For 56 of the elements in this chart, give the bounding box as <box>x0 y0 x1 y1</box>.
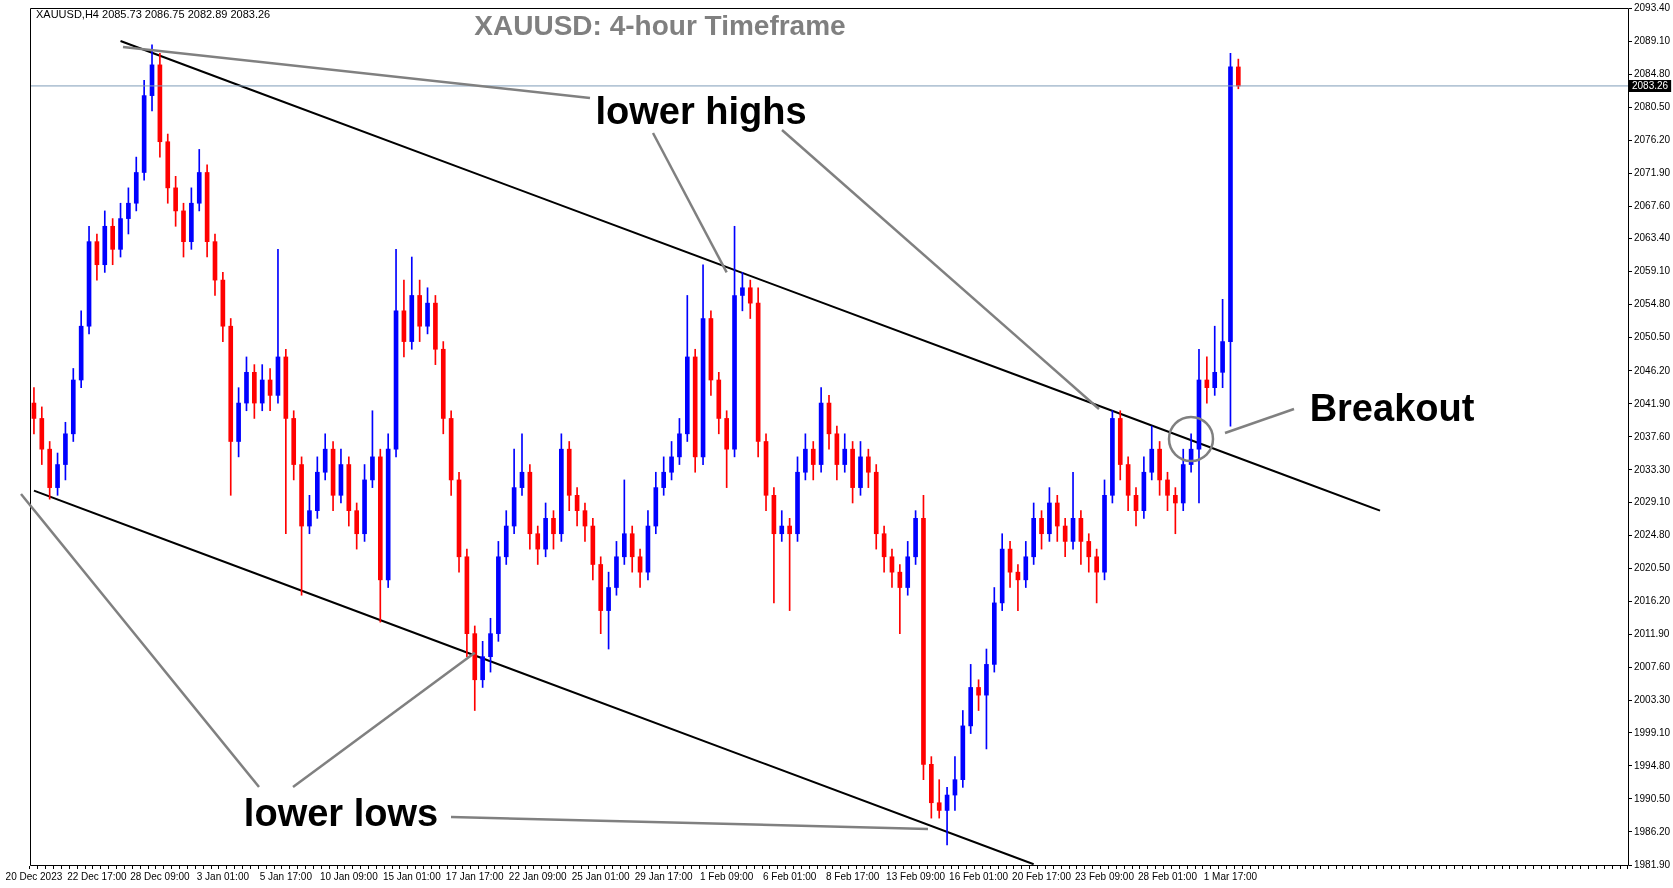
y-tick-label: 2016.20 <box>1634 595 1671 607</box>
x-tick-label: 6 Feb 01:00 <box>762 870 817 882</box>
y-tick-label: 2033.30 <box>1634 463 1671 475</box>
x-tick-label: 17 Jan 17:00 <box>445 870 505 882</box>
y-tick-label: 2046.20 <box>1634 364 1671 376</box>
y-tick-label: 2089.10 <box>1634 34 1671 46</box>
y-tick-label: 1990.50 <box>1634 792 1671 804</box>
y-tick-label: 2037.60 <box>1634 430 1671 442</box>
x-tick-label: 13 Feb 09:00 <box>886 870 946 882</box>
candlestick <box>936 779 942 819</box>
chart-subtitle: XAUUSD,H4 2085.73 2086.75 2082.89 2083.26 <box>36 8 271 20</box>
x-tick-label: 5 Jan 17:00 <box>259 870 313 882</box>
y-tick-label: 2084.80 <box>1634 67 1671 79</box>
annotation: lower lows <box>243 791 439 835</box>
x-tick-label: 1 Mar 17:00 <box>1203 870 1258 882</box>
y-tick-label: 2020.50 <box>1634 562 1671 574</box>
y-tick-label: 2067.60 <box>1634 200 1671 212</box>
y-tick-label: 2054.80 <box>1634 298 1671 310</box>
y-tick-label: 2059.10 <box>1634 265 1671 277</box>
y-tick-label: 2024.80 <box>1634 529 1671 541</box>
y-tick-label: 2080.50 <box>1634 100 1671 112</box>
y-tick-label: 1994.80 <box>1634 759 1671 771</box>
annotation: lower highs <box>595 89 807 133</box>
y-tick-label: 1981.90 <box>1634 858 1671 870</box>
annotation: Breakout <box>1309 386 1475 430</box>
y-tick-label: 1986.20 <box>1634 825 1671 837</box>
x-tick-label: 25 Jan 01:00 <box>571 870 631 882</box>
x-tick-label: 23 Feb 09:00 <box>1075 870 1135 882</box>
x-tick-label: 28 Feb 01:00 <box>1138 870 1198 882</box>
x-tick-label: 15 Jan 01:00 <box>382 870 442 882</box>
candlestick <box>779 510 785 542</box>
x-tick-label: 16 Feb 01:00 <box>949 870 1009 882</box>
y-tick-label: 2071.90 <box>1634 167 1671 178</box>
y-tick-label: 2041.90 <box>1634 397 1671 409</box>
candlestick <box>1212 325 1218 396</box>
y-tick-label: 2003.30 <box>1634 694 1671 706</box>
x-tick-label: 1 Feb 09:00 <box>699 870 754 882</box>
x-tick-label: 28 Dec 09:00 <box>130 870 191 882</box>
y-tick-label: 2050.50 <box>1634 331 1671 343</box>
x-tick-label: 20 Dec 2023 <box>5 870 63 882</box>
x-tick-label: 22 Dec 17:00 <box>67 870 128 882</box>
x-tick-label: 10 Jan 09:00 <box>319 870 379 882</box>
y-tick-label: 2029.10 <box>1634 495 1671 507</box>
y-tick-label: 2007.60 <box>1634 661 1671 673</box>
x-tick-label: 3 Jan 01:00 <box>196 870 250 882</box>
y-tick-label: 1999.10 <box>1634 726 1671 738</box>
y-tick-label: 2076.20 <box>1634 133 1671 145</box>
ref-line-label: 2083.26 <box>1632 79 1669 91</box>
x-tick-label: 29 Jan 17:00 <box>634 870 694 882</box>
y-tick-label: 2011.90 <box>1634 628 1670 640</box>
x-tick-label: 8 Feb 17:00 <box>825 870 880 882</box>
x-tick-label: 22 Jan 09:00 <box>508 870 568 882</box>
y-tick-label: 2063.40 <box>1634 232 1671 244</box>
y-tick-label: 2093.40 <box>1634 1 1671 13</box>
chart-title: XAUUSD: 4-hour Timeframe <box>474 10 846 42</box>
x-tick-label: 20 Feb 17:00 <box>1012 870 1072 882</box>
